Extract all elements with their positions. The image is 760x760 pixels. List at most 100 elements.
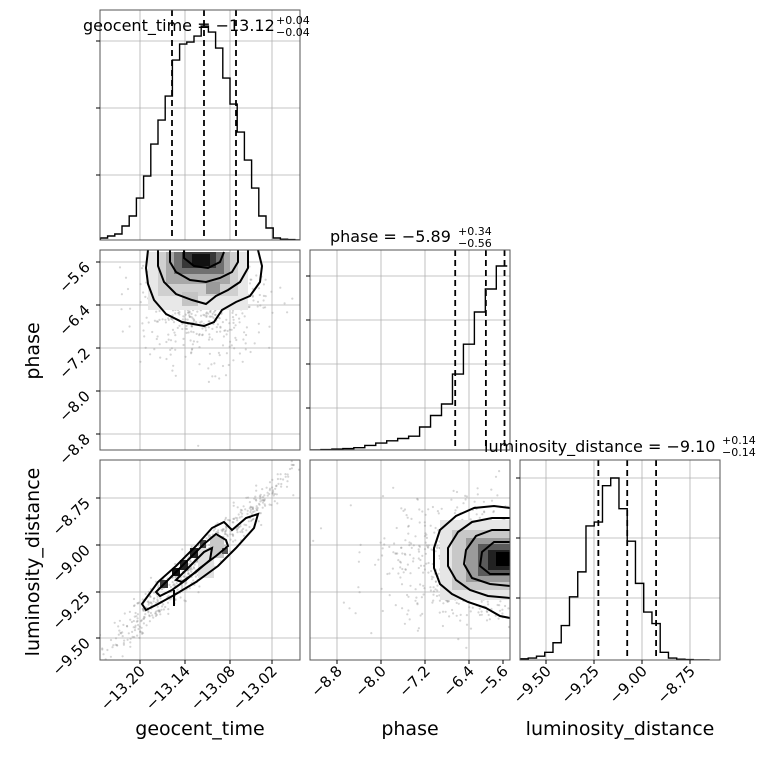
scatter-point	[172, 364, 175, 367]
scatter-point	[136, 602, 139, 605]
scatter-point	[421, 612, 424, 616]
scatter-point	[498, 604, 501, 607]
scatter-point	[95, 655, 97, 657]
scatter-point	[305, 451, 307, 453]
scatter-point	[150, 602, 153, 605]
scatter-point	[459, 613, 462, 617]
scatter-point	[414, 599, 417, 602]
geocent-time-title-upper: +0.04	[276, 14, 310, 27]
scatter-point	[236, 506, 239, 509]
scatter-point	[501, 608, 504, 611]
scatter-point	[216, 531, 219, 534]
scatter-point	[247, 520, 250, 523]
scatter-point	[215, 531, 218, 534]
scatter-point	[192, 579, 195, 582]
scatter-point	[188, 310, 191, 313]
scatter-point	[465, 646, 468, 649]
luminosity-title-upper: +0.14	[722, 434, 756, 447]
scatter-point	[276, 502, 279, 505]
scatter-point	[171, 328, 175, 331]
scatter-point	[208, 534, 211, 537]
phase-tick-label: −8.0	[351, 662, 389, 700]
scatter-point	[486, 600, 489, 603]
luminosity-tick-label: −8.75	[49, 494, 94, 539]
scatter-point	[95, 668, 97, 670]
scatter-point	[427, 508, 430, 511]
scatter-point	[220, 528, 223, 532]
geocent-time-tick-label: −13.02	[229, 662, 281, 714]
scatter-point	[181, 327, 184, 331]
scatter-point	[187, 311, 190, 314]
scatter-point	[357, 560, 360, 563]
scatter-point	[175, 582, 178, 585]
scatter-point	[169, 585, 172, 589]
scatter-point	[213, 311, 216, 314]
contour-line	[140, 512, 260, 612]
scatter-point	[429, 589, 432, 592]
scatter-point	[207, 380, 210, 383]
density-cells	[440, 520, 510, 600]
scatter-point	[432, 599, 435, 602]
scatter-point	[406, 516, 409, 519]
scatter-point	[170, 597, 173, 600]
scatter-point	[407, 525, 410, 528]
scatter-point	[290, 467, 293, 470]
scatter-point	[417, 557, 420, 560]
scatter-point	[208, 352, 211, 355]
contour-line	[183, 250, 225, 270]
scatter-point	[188, 315, 191, 318]
scatter-point	[400, 546, 403, 549]
scatter-point	[424, 513, 427, 516]
scatter-point	[498, 609, 502, 612]
scatter-point	[177, 311, 180, 315]
scatter-point	[207, 534, 210, 537]
scatter-point	[154, 612, 158, 615]
scatter-point	[122, 623, 125, 627]
scatter-point	[429, 524, 432, 527]
scatter-point	[151, 614, 154, 617]
scatter-point	[407, 532, 410, 535]
scatter-point	[424, 541, 427, 544]
scatter-point	[257, 331, 260, 334]
axes-frame	[99, 249, 301, 451]
scatter-point	[350, 400, 352, 402]
scatter-point	[228, 345, 231, 348]
scatter-point	[418, 521, 421, 524]
scatter-point	[275, 485, 278, 488]
scatter-point	[101, 647, 104, 650]
scatter-point	[190, 348, 193, 351]
scatter-point	[158, 609, 161, 612]
scatter-point	[192, 566, 195, 569]
scatter-point	[417, 627, 420, 630]
scatter-point	[251, 506, 255, 509]
scatter-point	[211, 315, 214, 318]
scatter-point	[211, 312, 214, 315]
scatter-point	[446, 600, 449, 603]
scatter-point	[198, 363, 201, 366]
scatter-point	[205, 311, 208, 314]
scatter-point	[139, 301, 142, 304]
scatter-point	[348, 607, 351, 610]
scatter-point	[399, 576, 402, 579]
scatter-point	[248, 305, 251, 308]
scatter-point	[203, 314, 206, 317]
scatter-point	[185, 581, 188, 584]
scatter-point	[478, 607, 481, 610]
scatter-point	[92, 669, 94, 671]
scatter-point	[154, 610, 157, 613]
scatter-point	[232, 517, 235, 521]
geocent-time-axis-label: geocent_time	[135, 718, 264, 740]
scatter-point	[156, 605, 159, 608]
scatter-point	[451, 608, 454, 612]
scatter-point	[418, 544, 421, 547]
scatter-point	[419, 583, 422, 586]
scatter-point	[377, 558, 380, 561]
scatter-point	[262, 499, 265, 502]
scatter-point	[288, 467, 292, 471]
scatter-point	[135, 615, 138, 618]
scatter-point	[412, 560, 415, 563]
scatter-point	[224, 518, 227, 521]
scatter-point	[156, 320, 159, 323]
scatter-point	[202, 313, 205, 316]
scatter-point	[190, 352, 193, 355]
